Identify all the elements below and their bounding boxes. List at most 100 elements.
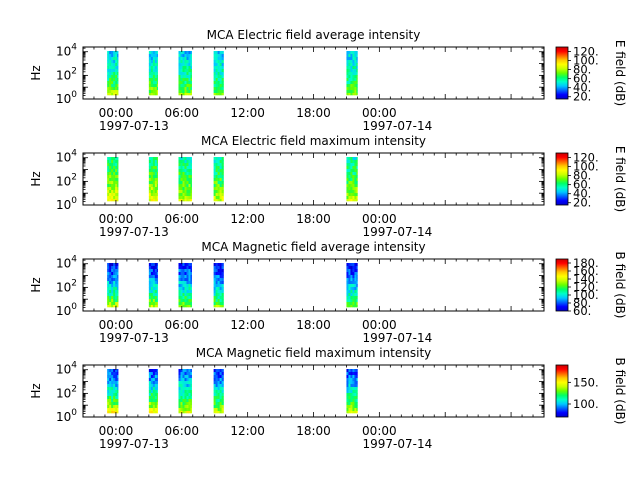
panel-title: MCA Electric field maximum intensity <box>201 134 426 148</box>
data-segment <box>148 51 158 96</box>
y-tick-label: 104 <box>56 255 77 271</box>
data-segment <box>213 263 224 308</box>
colorbar-scale <box>555 152 569 206</box>
x-tick-label: 00:00 <box>99 424 134 438</box>
spectrogram-segments <box>107 51 358 96</box>
y-axis-label: Hz <box>29 277 43 292</box>
colorbar-tick-label: 40. <box>573 81 591 95</box>
data-segment <box>107 157 119 202</box>
x-tick-date: 1997-07-13 <box>99 225 169 239</box>
colorbar-scale <box>555 364 569 418</box>
colorbar-tick-label: 100. <box>573 397 599 411</box>
y-tick-label: 100 <box>56 90 77 106</box>
y-tick-label: 100 <box>56 408 77 424</box>
x-tick-label: 00:00 <box>362 212 397 226</box>
x-tick-label: 18:00 <box>296 212 331 226</box>
colorbar-tick-label: 40. <box>573 187 591 201</box>
colorbar-tick-label: 150. <box>573 375 599 389</box>
spectrogram-segments <box>107 157 358 202</box>
x-tick-label: 06:00 <box>164 212 199 226</box>
data-segment <box>213 157 224 202</box>
panel-1: MCA Electric field average intensity 00:0… <box>29 28 627 133</box>
y-tick-label: 104 <box>56 43 77 59</box>
data-segment <box>148 157 158 202</box>
x-tick-label: 18:00 <box>296 424 331 438</box>
x-tick-date: 1997-07-14 <box>362 437 432 451</box>
x-tick-label: 06:00 <box>164 424 199 438</box>
colorbar-tick-label: 100. <box>573 288 599 302</box>
data-segment <box>178 157 192 202</box>
panel-title: MCA Magnetic field maximum intensity <box>196 346 432 360</box>
colorbar-tick-label: 80. <box>573 63 591 77</box>
colorbar-tick-label: 60. <box>573 304 591 318</box>
colorbar-tick-label: 60. <box>573 72 591 86</box>
colorbar-tick-label: 100. <box>573 54 599 68</box>
data-segment <box>178 263 192 308</box>
colorbar-tick-label: 120. <box>573 280 599 294</box>
panel-4: MCA Magnetic field maximum intensity 00:0… <box>29 346 627 451</box>
x-tick-label: 00:00 <box>99 106 134 120</box>
colorbar-tick-label: 140. <box>573 272 599 286</box>
y-tick-label: 104 <box>56 149 77 165</box>
x-tick-date: 1997-07-13 <box>99 119 169 133</box>
panel-title: MCA Magnetic field average intensity <box>201 240 425 254</box>
data-segment <box>178 51 192 96</box>
data-segment <box>148 369 158 414</box>
panel-2: MCA Electric field maximum intensity 00:0… <box>29 134 627 239</box>
x-tick-date: 1997-07-14 <box>362 225 432 239</box>
data-segment <box>346 51 358 96</box>
x-tick-label: 06:00 <box>164 318 199 332</box>
x-tick-label: 00:00 <box>362 106 397 120</box>
colorbar: 100. 150. B field (dB) <box>555 358 627 424</box>
spectrogram-segments <box>107 369 358 414</box>
colorbar-tick-label: 80. <box>573 169 591 183</box>
x-tick-label: 12:00 <box>230 424 265 438</box>
x-tick-label: 12:00 <box>230 106 265 120</box>
y-tick-label: 102 <box>56 278 77 294</box>
colorbar-tick-label: 160. <box>573 264 599 278</box>
spectrogram-segments <box>107 263 358 308</box>
colorbar-tick-label: 80. <box>573 296 591 310</box>
colorbar-tick-label: 20. <box>573 90 591 104</box>
y-axis-label: Hz <box>29 171 43 186</box>
y-axis-label: Hz <box>29 65 43 80</box>
colorbar-tick-label: 180. <box>573 256 599 270</box>
data-segment <box>107 51 119 96</box>
colorbar-tick-label: 20. <box>573 196 591 210</box>
x-tick-label: 18:00 <box>296 106 331 120</box>
y-tick-label: 100 <box>56 196 77 212</box>
data-segment <box>148 263 158 308</box>
x-tick-label: 00:00 <box>362 318 397 332</box>
panel-3: MCA Magnetic field average intensity 00:0… <box>29 240 627 345</box>
colorbar: 20.40.60.80.100.120. E field (dB) <box>555 146 627 212</box>
colorbar-tick-label: 60. <box>573 178 591 192</box>
y-tick-label: 102 <box>56 172 77 188</box>
y-axis: 100 102 104 Hz <box>29 361 544 424</box>
x-tick-label: 00:00 <box>99 212 134 226</box>
y-axis: 100 102 104 Hz <box>29 43 544 106</box>
data-segment <box>178 369 192 414</box>
data-segment <box>107 263 119 308</box>
y-axis: 100 102 104 Hz <box>29 149 544 212</box>
y-axis-label: Hz <box>29 383 43 398</box>
colorbar-scale <box>555 46 569 100</box>
x-tick-label: 00:00 <box>362 424 397 438</box>
x-tick-date: 1997-07-14 <box>362 119 432 133</box>
panel-title: MCA Electric field average intensity <box>207 28 421 42</box>
x-tick-label: 00:00 <box>99 318 134 332</box>
colorbar-label: E field (dB) <box>613 40 627 106</box>
data-segment <box>346 263 358 308</box>
colorbar-tick-label: 120. <box>573 151 599 165</box>
colorbar-tick-label: 120. <box>573 45 599 59</box>
data-segment <box>346 157 358 202</box>
x-tick-date: 1997-07-13 <box>99 437 169 451</box>
data-segment <box>107 369 119 414</box>
data-segment <box>346 369 358 414</box>
colorbar-label: B field (dB) <box>613 252 627 319</box>
y-tick-label: 102 <box>56 384 77 400</box>
x-tick-date: 1997-07-14 <box>362 331 432 345</box>
